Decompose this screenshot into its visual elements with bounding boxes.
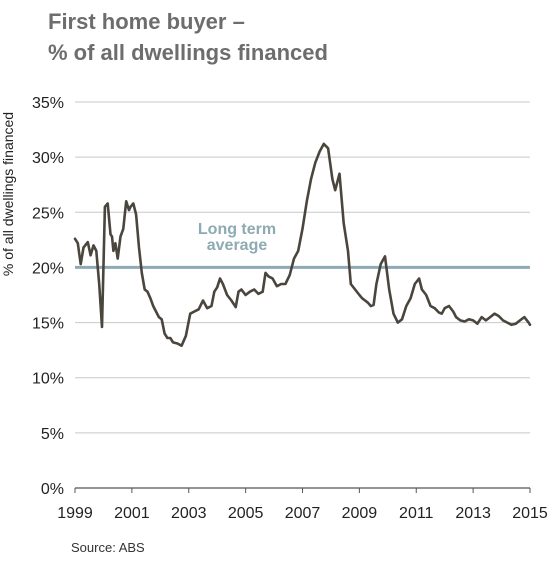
chart-title-line1: First home buyer –: [48, 9, 245, 34]
x-tick-label: 2005: [228, 505, 264, 522]
x-tick-label: 2013: [455, 505, 491, 522]
gridlines: [75, 101, 530, 489]
y-tick-label: 30%: [32, 150, 64, 167]
x-tick-label: 2011: [399, 505, 434, 522]
source-note: Source: ABS: [71, 540, 145, 555]
x-tick-label: 2001: [114, 505, 150, 522]
y-tick-label: 0%: [41, 481, 64, 498]
y-tick-label: 15%: [32, 316, 64, 333]
y-tick-labels: 0% 5% 10% 15% 20% 25% 30% 35%: [32, 95, 64, 498]
chart-title-line2: % of all dwellings financed: [48, 40, 328, 65]
chart-title: First home buyer – % of all dwellings fi…: [48, 6, 328, 68]
y-tick-label: 25%: [32, 205, 64, 222]
x-tick-labels: 1999 2001 2003 2005 2007 2009 2011 2013 2015: [57, 488, 548, 522]
average-label-line2: average: [207, 237, 268, 254]
x-tick-label: 1999: [57, 505, 93, 522]
y-axis-label: % of all dwellings financed: [0, 112, 16, 276]
y-tick-label: 35%: [32, 95, 64, 112]
series-line: [73, 142, 532, 347]
x-tick-label: 2009: [342, 505, 378, 522]
average-label-line1: Long term: [198, 221, 276, 238]
y-tick-label: 10%: [32, 371, 64, 388]
y-tick-label: 20%: [32, 260, 64, 277]
x-tick-label: 2015: [512, 505, 548, 522]
x-tick-label: 2003: [171, 505, 207, 522]
y-tick-label: 5%: [41, 426, 64, 443]
x-tick-label: 2007: [285, 505, 321, 522]
